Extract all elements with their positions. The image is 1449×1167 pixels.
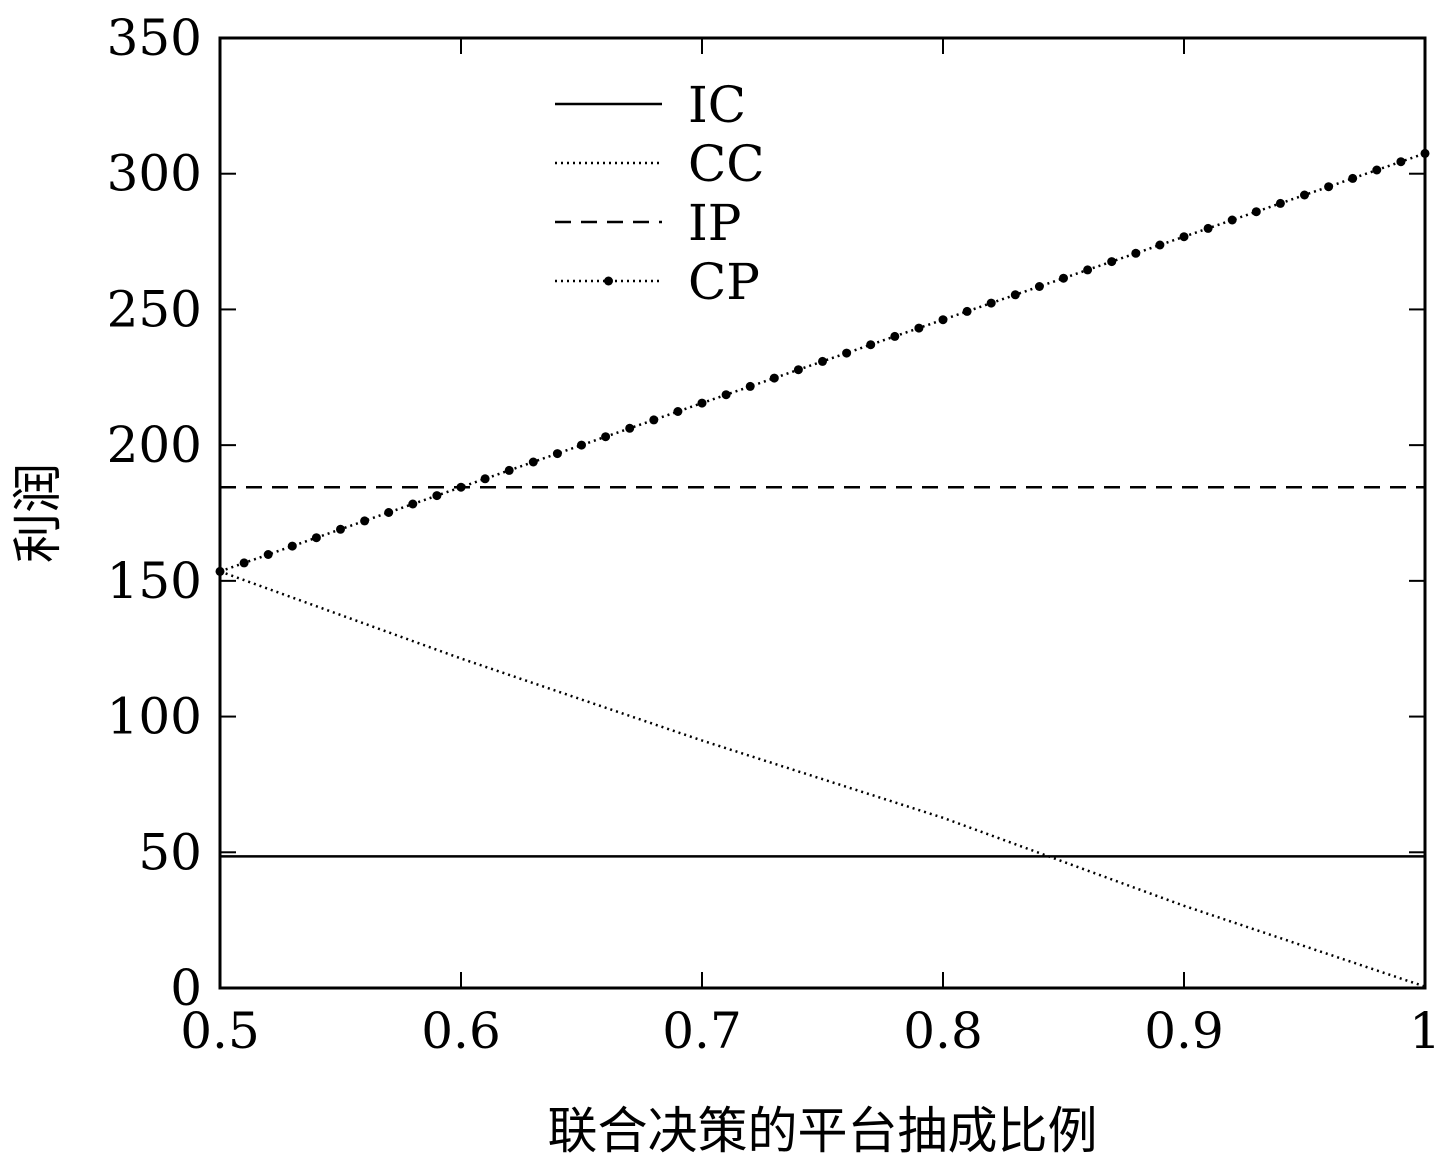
series-point-cp (842, 348, 852, 358)
series-point-cp (1203, 223, 1213, 233)
series-point-cp (480, 474, 490, 484)
series-point-cp (1010, 290, 1020, 300)
series-point-cp (1275, 198, 1285, 208)
series-point-cp (793, 365, 803, 375)
series-point-cp (890, 331, 900, 341)
x-tick-label: 0.6 (421, 1002, 501, 1060)
series-point-cp (1059, 273, 1068, 283)
series-point-cp (311, 533, 321, 543)
series-point-cp (360, 516, 370, 526)
series-point-cp (1107, 257, 1117, 267)
legend-label-ic: IC (688, 76, 746, 134)
tick-labels: 0.5 0.6 0.7 0.8 0.9 1 0 50 100 150 200 250 300 350 (107, 9, 1441, 1060)
series-point-cp (601, 432, 611, 442)
y-tick-label: 200 (107, 416, 202, 474)
series-point-cp (336, 524, 345, 534)
y-tick-label: 250 (107, 280, 202, 338)
y-tick-label: 50 (138, 823, 202, 881)
axis-ticks (219, 37, 1426, 989)
x-tick-label: 0.8 (903, 1002, 983, 1060)
series-point-cp (1348, 173, 1358, 183)
legend-label-cc: CC (688, 135, 765, 193)
series-point-cp (1131, 248, 1141, 258)
plot-frame (218, 36, 1427, 990)
legend-marker-cp (604, 276, 613, 286)
series-point-cp (769, 373, 779, 383)
series-point-cp (1179, 232, 1189, 242)
legend-label-ip: IP (688, 194, 741, 252)
y-tick-label: 350 (107, 9, 202, 67)
series-point-cp (673, 407, 683, 416)
x-tick-label: 0.9 (1144, 1002, 1224, 1060)
series-point-cp (384, 508, 394, 517)
series-line-cp (219, 152, 1426, 573)
series-point-cp (1227, 215, 1237, 225)
series-point-cp (745, 381, 755, 391)
series-point-cp (697, 398, 707, 408)
plot-marks (215, 148, 1430, 988)
x-axis-title: 联合决策的平台抽成比例 (548, 1102, 1098, 1160)
series-point-cp (528, 457, 538, 467)
series-point-cp (1372, 165, 1382, 175)
legend-label-cp: CP (688, 253, 760, 311)
series-point-cp (1396, 157, 1406, 167)
series-point-cp (1083, 265, 1093, 275)
series-point-cp (1300, 190, 1309, 200)
series-point-cp (263, 550, 273, 559)
series-point-cp (1251, 207, 1261, 217)
y-tick-label: 0 (170, 959, 202, 1017)
series-point-cp (1155, 240, 1165, 250)
series-point-cp (1034, 282, 1044, 291)
series-point-cp (1324, 182, 1334, 192)
y-tick-label: 100 (107, 688, 202, 746)
series-point-cp (914, 323, 924, 333)
x-tick-label: 0.7 (662, 1002, 742, 1060)
x-tick-label: 0.5 (180, 1002, 260, 1060)
series-point-cp (408, 499, 418, 509)
series-point-cp (504, 465, 514, 475)
series-point-cp (287, 541, 297, 551)
series-point-cp (938, 315, 948, 325)
series-point-cp (649, 415, 659, 425)
series-point-cp (625, 423, 635, 433)
series-point-cp (866, 340, 876, 350)
series-point-cp (962, 306, 972, 316)
series-line-cc (219, 570, 1426, 988)
series-point-cp (456, 482, 466, 492)
y-axis-title: 利润 (9, 463, 67, 563)
series-point-cp (818, 356, 827, 366)
series-point-cp (552, 449, 562, 459)
y-tick-label: 300 (107, 145, 202, 203)
series-point-cp (986, 298, 996, 308)
series-point-cp (432, 491, 442, 501)
x-tick-label: 1 (1409, 1002, 1441, 1060)
series-point-cp (577, 440, 586, 450)
series-point-cp (239, 558, 249, 568)
y-tick-label: 150 (107, 552, 202, 610)
series-point-cp (721, 390, 731, 400)
